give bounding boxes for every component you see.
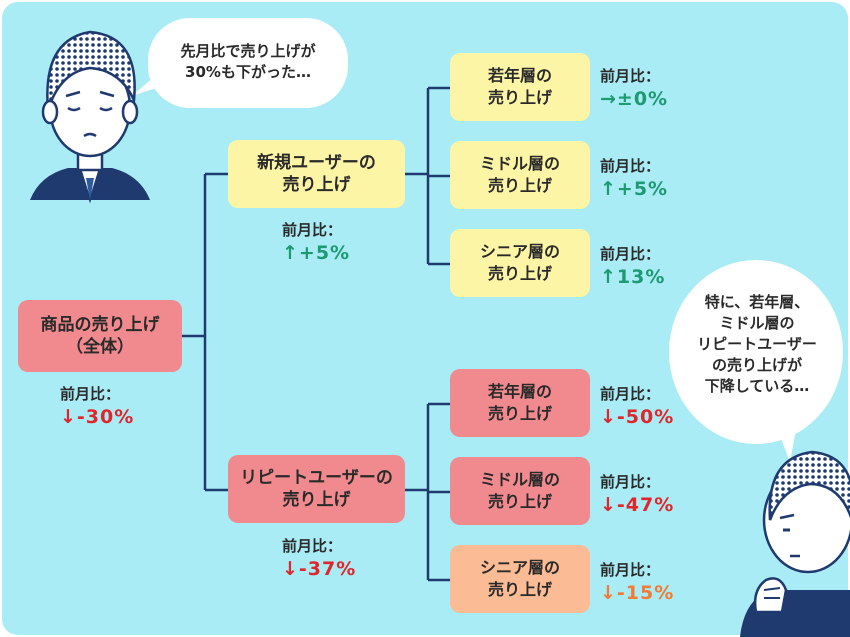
thinking-man-icon (740, 450, 850, 637)
repeat-users-comparison: 前月比： ↓-37% (282, 536, 356, 582)
new-senior-node: シニア層の 売り上げ (450, 229, 590, 297)
new-users-node: 新規ユーザーの 売り上げ (228, 140, 405, 208)
speech-bubble-top-text: 先月比で売り上げが 30%も下がった… (150, 41, 346, 83)
repeat-users-line2: 売り上げ (282, 490, 351, 510)
bubble-right-line1: 特に、若年層、 (704, 293, 810, 311)
repeat-users-cmp-label: 前月比： (282, 537, 343, 555)
repeat-young-line1: 若年層の (487, 382, 552, 401)
new-middle-cmp-value: ↑+5% (600, 178, 669, 200)
root-comparison: 前月比： ↓-30% (60, 384, 134, 430)
new-middle-comparison: 前月比： ↑+5% (600, 156, 668, 202)
repeat-young-cmp-label: 前月比： (600, 385, 661, 403)
bubble-right-line5: 下降している… (704, 377, 810, 395)
new-middle-line2: 売り上げ (487, 176, 552, 195)
new-senior-cmp-label: 前月比： (600, 245, 661, 263)
repeat-middle-cmp-label: 前月比： (600, 473, 661, 491)
repeat-senior-comparison: 前月比： ↓-15% (600, 560, 674, 606)
new-middle-node: ミドル層の 売り上げ (450, 141, 590, 209)
repeat-middle-node: ミドル層の 売り上げ (450, 457, 590, 525)
repeat-users-cmp-value: ↓-37% (282, 558, 357, 580)
repeat-senior-line1: シニア層の (479, 558, 560, 577)
bubble-right-line3: リピートユーザー (697, 335, 817, 353)
repeat-senior-cmp-value: ↓-15% (600, 582, 675, 604)
repeat-young-cmp-value: ↓-50% (600, 406, 675, 428)
root-cmp-value: ↓-30% (60, 406, 135, 428)
new-senior-line1: シニア層の (479, 242, 560, 261)
root-cmp-label: 前月比： (60, 385, 121, 403)
repeat-middle-comparison: 前月比： ↓-47% (600, 472, 674, 518)
new-young-line1: 若年層の (487, 66, 552, 85)
new-senior-comparison: 前月比： ↑13% (600, 244, 665, 290)
repeat-middle-line1: ミドル層の (479, 470, 560, 489)
repeat-senior-line2: 売り上げ (487, 580, 552, 599)
bubble-right-line2: ミドル層の (719, 314, 795, 332)
new-senior-cmp-value: ↑13% (600, 266, 666, 288)
new-young-comparison: 前月比： →±0% (600, 66, 668, 112)
new-users-comparison: 前月比： ↑+5% (282, 220, 350, 266)
root-node: 商品の売り上げ （全体） (18, 300, 182, 372)
speech-bubble-right (669, 260, 843, 462)
new-middle-cmp-label: 前月比： (600, 157, 661, 175)
repeat-middle-cmp-value: ↓-47% (600, 494, 675, 516)
new-young-line2: 売り上げ (487, 88, 552, 107)
bubble-right-line4: の売り上げが (711, 356, 802, 374)
speech-bubble-top (132, 18, 348, 108)
repeat-users-node: リピートユーザーの 売り上げ (228, 455, 405, 523)
new-users-line2: 売り上げ (282, 175, 351, 195)
repeat-young-comparison: 前月比： ↓-50% (600, 384, 674, 430)
repeat-young-line2: 売り上げ (487, 404, 552, 423)
repeat-middle-line2: 売り上げ (487, 492, 552, 511)
repeat-young-node: 若年層の 売り上げ (450, 369, 590, 437)
bubble-top-line2: 30%も下がった… (185, 63, 311, 81)
new-users-line1: 新規ユーザーの (257, 153, 376, 173)
repeat-senior-cmp-label: 前月比： (600, 561, 661, 579)
worried-man-icon (30, 30, 150, 204)
new-middle-line1: ミドル層の (479, 154, 560, 173)
new-users-cmp-value: ↑+5% (282, 242, 351, 264)
bubble-top-line1: 先月比で売り上げが (180, 42, 316, 60)
new-senior-line2: 売り上げ (487, 264, 552, 283)
root-node-line2: （全体） (66, 337, 134, 357)
new-young-node: 若年層の 売り上げ (450, 53, 590, 121)
new-young-cmp-label: 前月比： (600, 67, 661, 85)
speech-bubble-right-text: 特に、若年層、 ミドル層の リピートユーザー の売り上げが 下降している… (672, 292, 842, 397)
root-node-line1: 商品の売り上げ (40, 315, 160, 335)
new-users-cmp-label: 前月比： (282, 221, 343, 239)
new-young-cmp-value: →±0% (600, 88, 669, 110)
repeat-users-line1: リピートユーザーの (240, 468, 393, 488)
repeat-senior-node: シニア層の 売り上げ (450, 545, 590, 613)
